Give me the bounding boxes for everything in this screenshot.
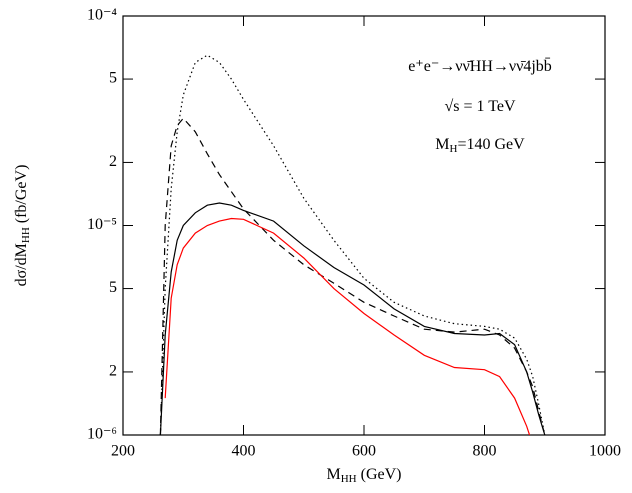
- y-tick-label: 5: [109, 279, 117, 296]
- x-tick-label: 600: [352, 443, 376, 460]
- x-axis-label-main: M: [327, 466, 341, 483]
- curve: [159, 117, 546, 435]
- x-axis-label-rest: (GeV): [357, 466, 402, 483]
- annotation-sub: H: [450, 143, 458, 155]
- annotation-main: √s = 1 TeV: [444, 98, 516, 115]
- y-tick-label: 5: [109, 70, 117, 87]
- x-tick-label: 800: [473, 443, 497, 460]
- annotation: e⁺e⁻→νν̄HH→νν̄4jbb̄: [408, 57, 552, 75]
- x-tick-label: 400: [232, 443, 256, 460]
- y-tick-label: 2: [109, 363, 117, 380]
- curve: [164, 217, 531, 435]
- y-tick-label: 10⁻⁶: [87, 426, 117, 443]
- curve: [159, 54, 546, 435]
- plot-frame: [122, 15, 606, 436]
- y-axis-label-sub: HH: [20, 227, 32, 243]
- y-tick-label: 2: [109, 153, 117, 170]
- curve: [159, 202, 546, 435]
- y-axis-label-main: dσ/dM: [13, 243, 30, 286]
- annotation-main: e⁺e⁻→νν̄HH→νν̄4jbb̄: [408, 57, 552, 75]
- x-axis-label-sub: HH: [341, 473, 357, 485]
- annotation-main: M: [435, 136, 449, 153]
- y-tick-label: 10⁻⁴: [87, 7, 117, 24]
- annotation: MH=140 GeV: [435, 136, 525, 155]
- y-axis-label: dσ/dMHH (fb/GeV): [13, 165, 32, 287]
- annotation-rest: =140 GeV: [457, 136, 525, 153]
- annotation: √s = 1 TeV: [444, 98, 516, 115]
- x-tick-label: 1000: [589, 443, 621, 460]
- y-axis-label-rest: (fb/GeV): [13, 165, 30, 228]
- curves: [159, 54, 546, 435]
- x-tick-label: 200: [111, 443, 135, 460]
- x-axis-label: MHH (GeV): [327, 466, 402, 485]
- y-tick-label: 10⁻⁵: [87, 216, 117, 233]
